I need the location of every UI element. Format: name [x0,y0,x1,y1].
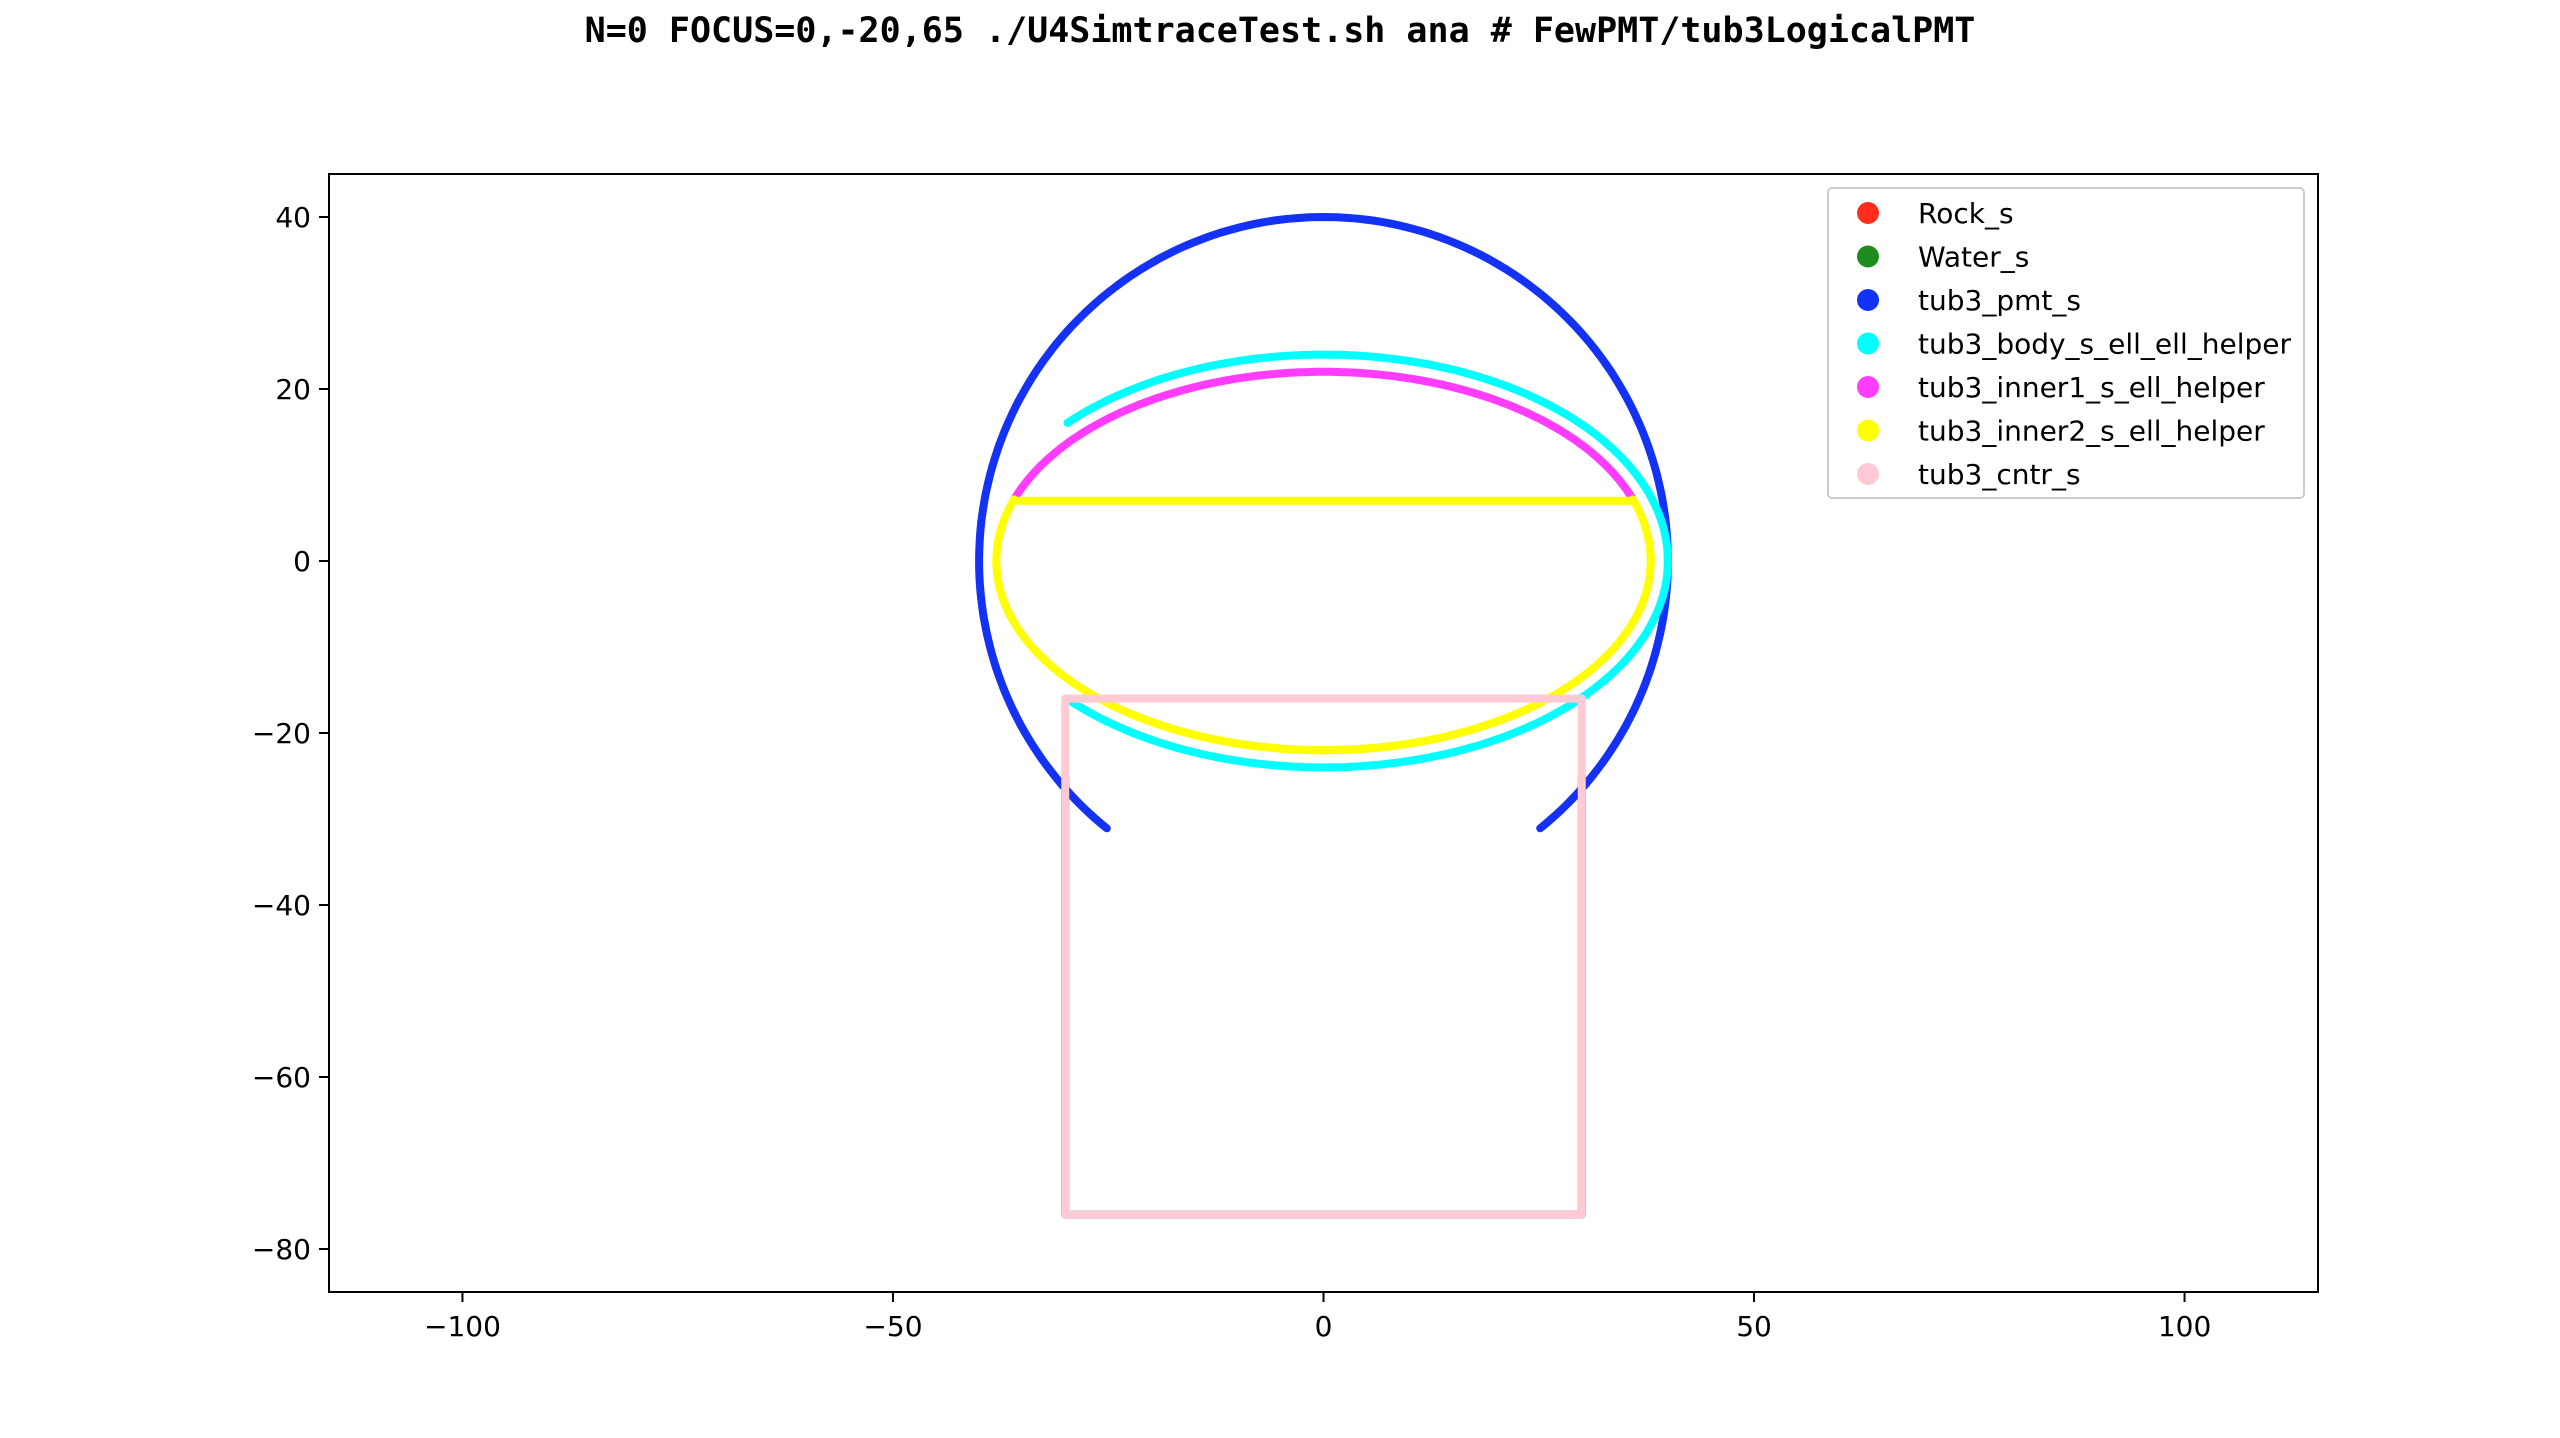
axis-ticks: −100 −50 0 50 100 40 20 0 −20 −40 −60 −80 [252,201,2211,1343]
legend-label-tub3_body_s_ell_ell_helper: tub3_body_s_ell_ell_helper [1918,328,2291,361]
trace-tub3_cntr_s-0 [1061,694,1586,1219]
series-tub3_inner2_s_ell_helper [992,495,1655,755]
y-tick-label: −60 [252,1061,311,1094]
legend-label-tub3_pmt_s: tub3_pmt_s [1918,284,2081,317]
series-tub3_cntr_s [1061,694,1586,1219]
trace-tub3_inner1_s_ell_helper-0 [1010,367,1637,504]
trace-tub3_body_s_ell_ell_helper-0 [1063,350,1672,772]
legend-label-tub3_inner2_s_ell_helper: tub3_inner2_s_ell_helper [1918,415,2265,448]
legend-marker-Water_s [1857,245,1879,268]
legend: Rock_s Water_s tub3_pmt_s tub3_body_s_ell_e… [1827,187,2305,499]
series-tub3_body_s_ell_ell_helper [1063,350,1672,772]
x-tick-label: −100 [424,1310,501,1343]
y-tick-label: −80 [252,1233,311,1266]
x-tick-label: 100 [2158,1310,2211,1343]
legend-marker-tub3_pmt_s [1857,289,1879,311]
y-tick-label: −20 [252,717,311,750]
legend-box [1827,187,2305,499]
legend-label-tub3_inner1_s_ell_helper: tub3_inner1_s_ell_helper [1918,371,2265,404]
legend-label-Water_s: Water_s [1918,241,2029,274]
legend-marker-tub3_body_s_ell_ell_helper [1857,332,1879,355]
legend-marker-tub3_inner1_s_ell_helper [1857,376,1879,398]
legend-marker-tub3_cntr_s [1857,463,1879,485]
legend-marker-tub3_inner2_s_ell_helper [1857,419,1879,442]
trace-tub3_inner2_s_ell_helper-1 [992,495,1547,755]
y-tick-label: 0 [293,545,311,578]
y-tick-label: −40 [252,889,311,922]
x-tick-label: 50 [1736,1310,1772,1343]
plot-area [975,213,1672,1219]
y-tick-label: 20 [275,373,311,406]
legend-label-tub3_cntr_s: tub3_cntr_s [1918,458,2081,491]
x-tick-label: 0 [1315,1310,1333,1343]
y-tick-label: 40 [275,201,311,234]
series-tub3_inner1_s_ell_helper [1010,367,1637,504]
plot-frame [328,173,2319,1293]
legend-label-Rock_s: Rock_s [1918,197,2014,230]
legend-marker-Rock_s [1857,202,1879,224]
chart-title: N=0 FOCUS=0,-20,65 ./U4SimtraceTest.sh a… [585,11,1976,51]
x-tick-label: −50 [863,1310,922,1343]
